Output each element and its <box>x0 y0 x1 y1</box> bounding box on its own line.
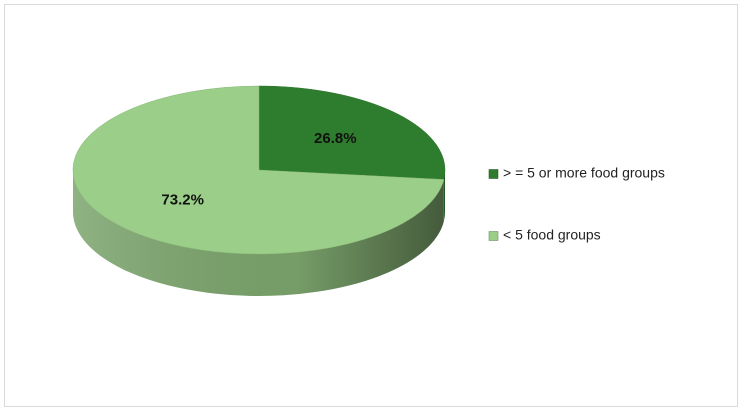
pie: 26.8% 73.2% <box>72 85 446 297</box>
value-label: 26.8% <box>314 130 357 147</box>
legend-label: > = 5 or more food groups <box>503 165 665 181</box>
legend-marker <box>488 231 499 241</box>
value-label: 73.2% <box>161 192 204 209</box>
legend: > = 5 or more food groups < 5 food groups <box>488 165 665 243</box>
legend-label: < 5 food groups <box>503 227 601 243</box>
pie-side-shade <box>73 170 444 297</box>
pie-side-shade <box>443 170 445 222</box>
pie-slice <box>258 85 446 180</box>
legend-marker <box>488 169 499 179</box>
pie-slice <box>72 85 445 255</box>
